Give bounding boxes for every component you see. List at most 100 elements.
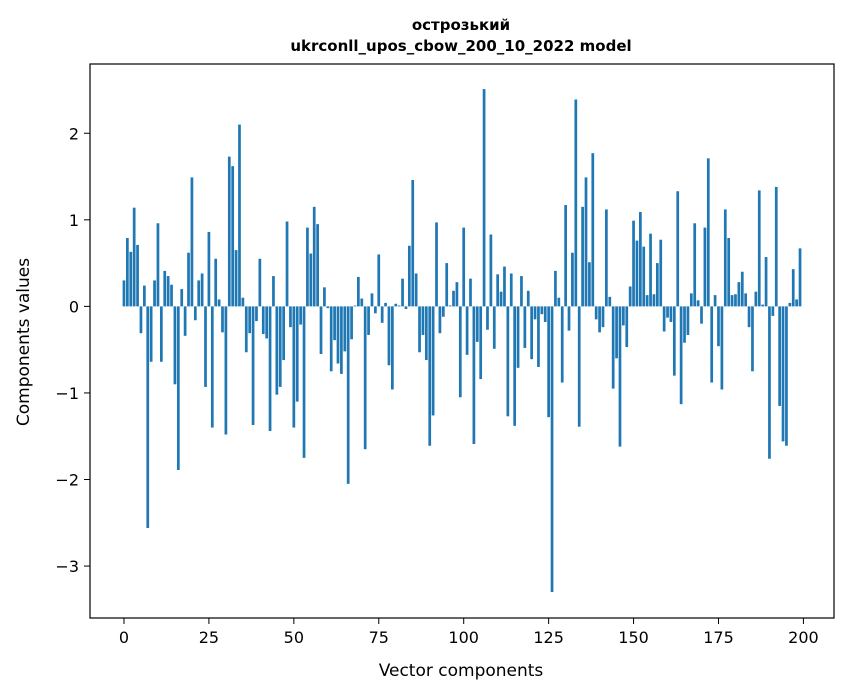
bar: [122, 280, 126, 307]
bar: [601, 306, 605, 328]
bar: [795, 299, 798, 307]
bar: [625, 306, 629, 348]
bar: [564, 205, 567, 307]
bar: [319, 306, 323, 354]
y-tick-label: −1: [55, 384, 79, 403]
bar: [411, 179, 415, 307]
bar: [622, 306, 625, 326]
bar: [336, 306, 340, 364]
bar: [645, 295, 649, 307]
bar: [608, 296, 612, 307]
x-axis-label: Vector components: [379, 661, 544, 681]
bar: [506, 306, 510, 417]
bars: [122, 89, 802, 593]
bar: [717, 306, 720, 347]
bar: [761, 304, 765, 307]
bar: [340, 306, 343, 374]
bar: [217, 299, 221, 307]
bar: [740, 271, 744, 307]
bar: [479, 306, 483, 380]
bar: [747, 306, 751, 328]
bar: [200, 273, 204, 307]
bar: [255, 306, 258, 322]
bar: [768, 306, 771, 459]
plot-area-frame: [89, 63, 835, 619]
bar: [285, 221, 289, 307]
bar: [190, 177, 194, 307]
bar: [791, 269, 795, 307]
bar: [584, 177, 588, 307]
bar: [503, 266, 506, 307]
bar: [557, 297, 561, 307]
bar: [343, 306, 347, 352]
bar: [292, 306, 296, 428]
bar: [234, 250, 238, 307]
bar: [248, 306, 252, 334]
bar: [173, 306, 177, 385]
bar: [156, 223, 160, 307]
bar: [333, 306, 336, 341]
x-axis-ticks: 0 25 50 75 100 125 150 175 200: [119, 618, 819, 647]
bar: [441, 306, 445, 317]
bar: [197, 280, 201, 307]
bar: [214, 258, 218, 307]
bar: [754, 291, 758, 307]
bar: [455, 282, 459, 307]
bar: [306, 227, 309, 307]
y-axis-label: Components values: [14, 258, 34, 426]
bar: [282, 306, 285, 361]
bar: [295, 306, 299, 402]
bar: [472, 306, 476, 445]
bar: [139, 306, 143, 334]
bar: [635, 240, 639, 307]
bar: [520, 276, 523, 307]
bar: [571, 252, 574, 307]
bar: [683, 306, 686, 343]
bar: [540, 306, 544, 315]
x-tick-label: 0: [119, 628, 129, 647]
bar: [499, 291, 503, 307]
bar: [547, 306, 550, 418]
bar: [696, 300, 700, 307]
x-tick-label: 175: [703, 628, 734, 647]
bar: [737, 282, 741, 307]
bar: [357, 276, 360, 307]
bar: [238, 124, 241, 307]
bar: [516, 306, 520, 368]
bar: [289, 306, 292, 328]
bar: [143, 285, 146, 307]
bar: [458, 306, 462, 398]
bar: [401, 278, 404, 307]
bar: [475, 306, 479, 342]
bar: [659, 239, 663, 307]
bar: [581, 206, 584, 307]
bar: [710, 306, 714, 383]
bar: [261, 306, 265, 335]
bar: [588, 262, 591, 307]
bar: [486, 306, 489, 330]
bar: [543, 306, 547, 322]
bar: [615, 306, 618, 359]
bar: [632, 220, 635, 307]
bar: [391, 306, 394, 390]
bar: [469, 278, 472, 307]
bar: [720, 306, 724, 390]
bar: [193, 306, 197, 321]
x-tick-label: 25: [199, 628, 219, 647]
y-tick-label: −2: [55, 471, 79, 490]
bar: [418, 306, 421, 353]
bar: [421, 306, 425, 335]
y-tick-label: 0: [69, 297, 79, 316]
bar: [204, 306, 207, 387]
bar: [183, 306, 187, 336]
x-tick-label: 75: [369, 628, 389, 647]
bar: [326, 306, 330, 309]
bar: [377, 254, 381, 307]
bar: [700, 306, 703, 324]
bar: [713, 295, 717, 307]
bar: [452, 290, 455, 307]
bar: [367, 306, 370, 335]
bar: [594, 306, 598, 320]
bar: [170, 284, 173, 307]
